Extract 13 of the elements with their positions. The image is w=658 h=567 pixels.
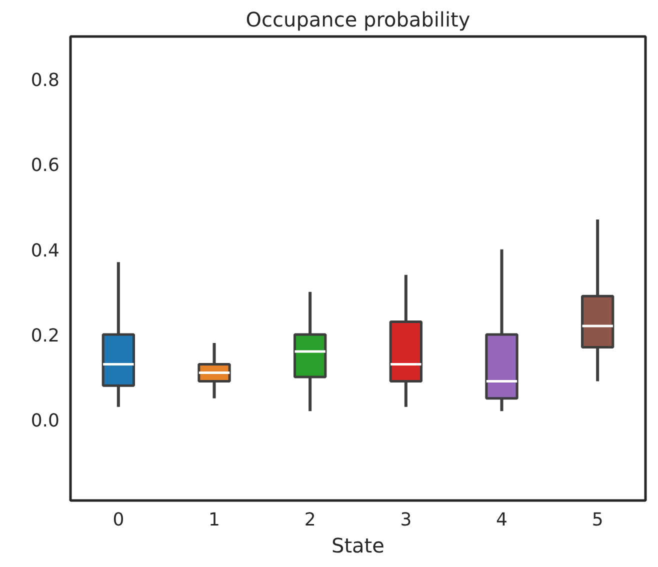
chart-title: Occupance probability	[246, 8, 470, 32]
x-tick-label: 5	[592, 510, 604, 530]
y-tick-label: 0.6	[30, 155, 60, 176]
x-axis-title: State	[332, 534, 384, 558]
y-tick-label: 0.4	[30, 240, 60, 262]
x-tick-label: 2	[304, 510, 316, 530]
x-tick-label: 0	[112, 510, 124, 530]
y-tick-label: 0.0	[30, 410, 60, 432]
y-tick-label: 0.8	[30, 70, 60, 92]
x-tick-label: 1	[208, 510, 220, 530]
x-tick-label: 3	[400, 510, 412, 530]
y-tick-label: 0.2	[30, 325, 60, 346]
x-tick-label: 4	[496, 510, 508, 530]
